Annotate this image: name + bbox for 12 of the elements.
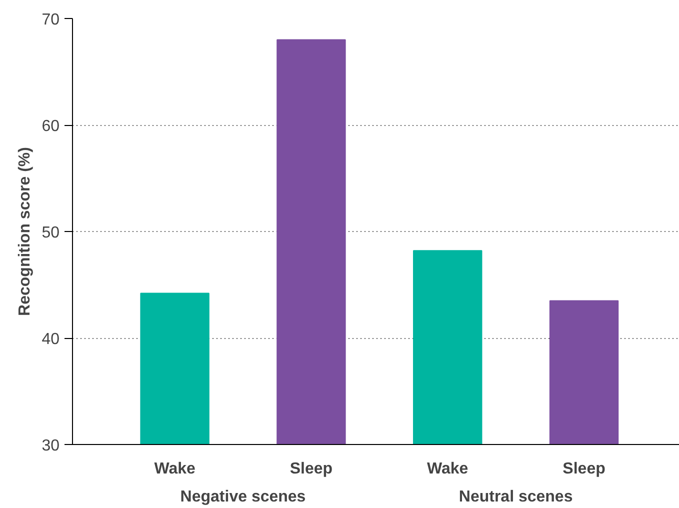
text: Negative scenes <box>180 488 306 506</box>
y-tick-label: 40 <box>42 331 60 348</box>
x-tick-label: Wake <box>154 460 196 478</box>
text: Neutral scenes <box>458 488 573 506</box>
x-tick-label: Sleep <box>290 460 333 478</box>
y-axis-title: Recognition score (%) <box>16 147 34 316</box>
y-tick-label: 60 <box>42 118 60 135</box>
y-tick-label: 50 <box>42 224 60 242</box>
y-tick-label: 70 <box>42 12 60 28</box>
x-tick-label: Wake <box>427 460 468 478</box>
x-tick-label: Sleep <box>562 460 606 478</box>
y-tick-label: 30 <box>42 438 60 454</box>
